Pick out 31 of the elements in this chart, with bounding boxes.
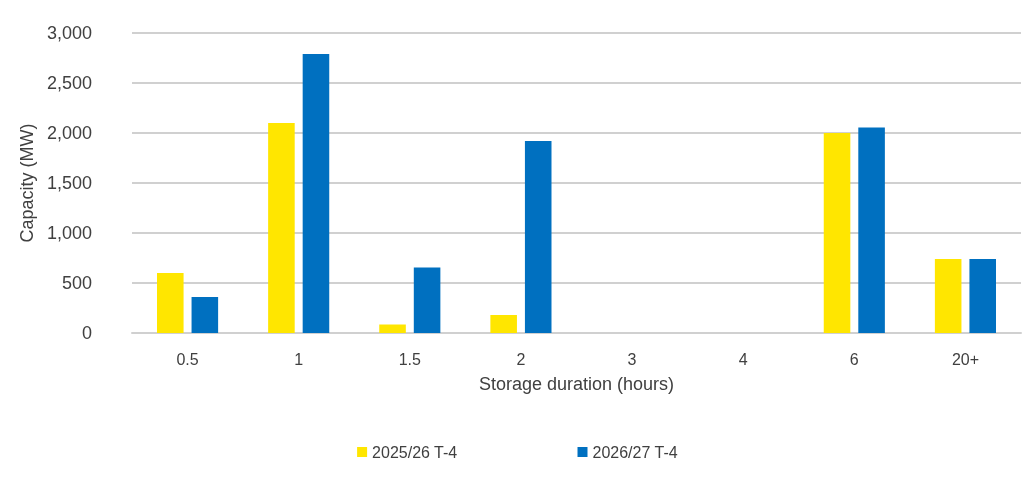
bar	[858, 127, 885, 333]
legend-label: 2025/26 T-4	[372, 443, 458, 461]
x-axis-title: Storage duration (hours)	[478, 374, 675, 394]
x-tick-label: 1	[294, 350, 304, 368]
y-axis-title: Capacity (MW)	[17, 123, 38, 243]
bar	[268, 123, 295, 333]
bar	[379, 324, 406, 333]
x-tick-label: 0.5	[176, 350, 199, 368]
bar	[969, 259, 996, 333]
x-tick-label: 1.5	[398, 350, 422, 368]
y-tick-label: 1,000	[46, 223, 92, 243]
bar	[490, 315, 517, 333]
bar	[302, 54, 330, 333]
x-tick-label: 4	[738, 350, 748, 368]
y-tick-label: 500	[61, 273, 92, 293]
bar	[191, 297, 219, 333]
y-tick-label: 1,500	[46, 173, 92, 193]
x-tick-label: 2	[516, 350, 526, 368]
bar	[934, 259, 962, 333]
bar	[413, 267, 441, 333]
x-tick-label: 20+	[951, 350, 980, 368]
legend-label: 2026/27 T-4	[592, 443, 678, 461]
y-tick-label: 0	[81, 323, 92, 343]
bar	[524, 141, 552, 333]
bar	[157, 273, 184, 333]
y-tick-label: 2,000	[46, 123, 92, 143]
bar	[823, 133, 851, 333]
y-tick-label: 3,000	[46, 23, 92, 43]
x-tick-label: 3	[627, 350, 637, 368]
y-tick-label: 2,500	[46, 73, 92, 93]
x-tick-label: 6	[849, 350, 859, 368]
